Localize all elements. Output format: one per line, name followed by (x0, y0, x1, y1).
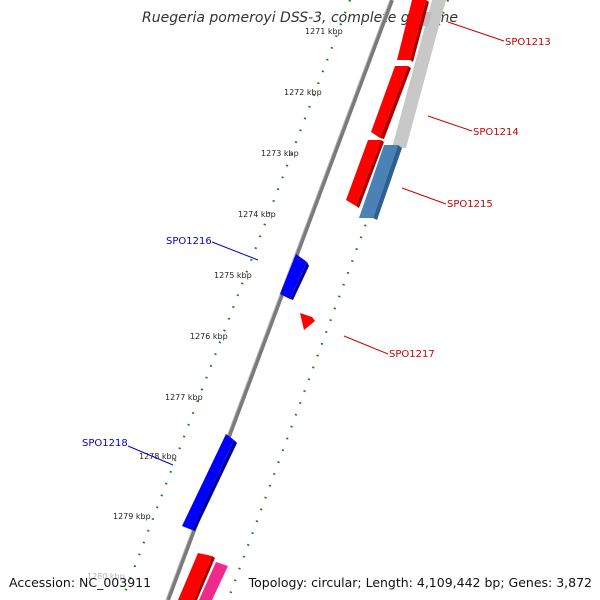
forward-cds-spo1216-shading (290, 262, 309, 300)
pink-feature (199, 562, 228, 600)
tick-label: 1279 kbp (113, 512, 151, 521)
tick-label: 1271 kbp (305, 27, 343, 36)
tick-label: 1273 kbp (261, 149, 299, 158)
tick-label: 1278 kbp (139, 452, 177, 461)
gene-label-spo1217[interactable]: SPO1217 (389, 349, 435, 360)
accession-text: Accession: NC_003911 (9, 575, 152, 590)
map-title: Ruegeria pomeroyi DSS-3, complete genome (142, 10, 458, 26)
forward-cds-spo1218[interactable] (182, 434, 234, 530)
tick-label: 1280 kbp (87, 572, 125, 581)
reverse-cds-bottom (178, 553, 212, 600)
gray-feature-track (392, 0, 446, 148)
reverse-cds-spo1214[interactable] (371, 66, 408, 138)
forward-cds-spo1216[interactable] (280, 254, 307, 299)
gene-label-spo1213[interactable]: SPO1213 (505, 37, 551, 48)
tick-labels: 1271 kbp 1272 kbp 1273 kbp 1274 kbp 1275… (87, 27, 343, 581)
tick-label: 1276 kbp (190, 332, 228, 341)
reverse-cds-group (178, 0, 426, 600)
tick-label: 1277 kbp (165, 393, 203, 402)
tick-label: 1274 kbp (238, 210, 276, 219)
gene-label-spo1218[interactable]: SPO1218 (82, 438, 128, 449)
reverse-cds-shading (194, 0, 429, 600)
reverse-cds-spo1213[interactable] (397, 0, 426, 60)
reverse-cds-spo1217[interactable] (300, 313, 315, 330)
gene-label-spo1216[interactable]: SPO1216 (166, 236, 212, 247)
blue-feature-edge (373, 145, 402, 220)
genome-summary-text: Topology: circular; Length: 4,109,442 bp… (248, 575, 592, 590)
blue-feature (359, 145, 398, 218)
gene-label-spo1215[interactable]: SPO1215 (447, 199, 493, 210)
tick-label: 1275 kbp (214, 271, 252, 280)
reverse-cds-spo1215[interactable] (346, 140, 381, 206)
tick-label: 1272 kbp (284, 88, 322, 97)
gene-label-spo1214[interactable]: SPO1214 (473, 127, 519, 138)
gene-labels: SPO1213 SPO1214 SPO1215 SPO1216 SPO1217 … (82, 37, 551, 449)
gene-leader-lines (127, 21, 505, 466)
forward-cds-spo1218-shading (192, 440, 237, 531)
